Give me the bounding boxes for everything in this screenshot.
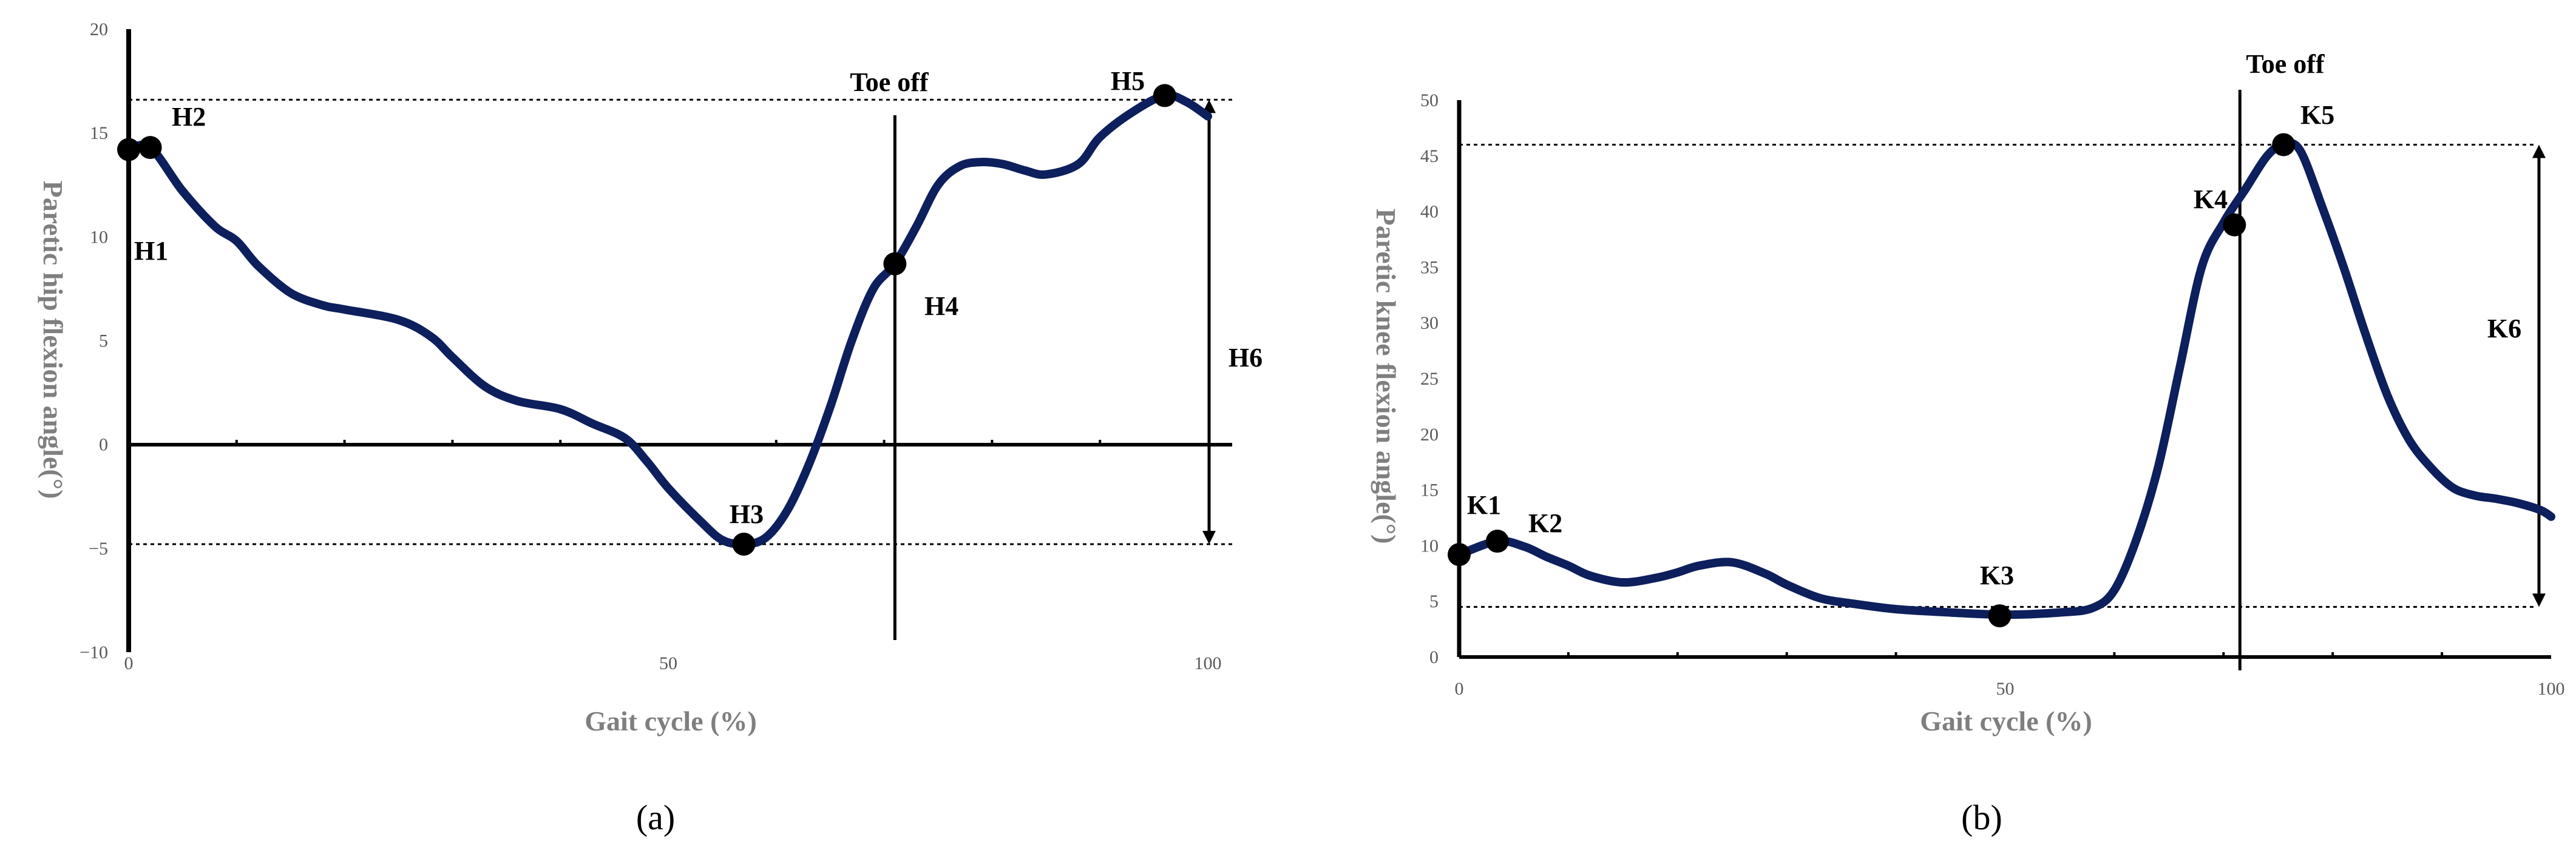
point-label-k3: K3 [1980, 561, 2014, 590]
x-axis-title: Gait cycle (%) [1920, 706, 2092, 736]
range-label-k6: K6 [2487, 314, 2521, 343]
point-label-h3: H3 [730, 499, 764, 529]
x-tick-label: 0 [124, 653, 134, 673]
y-tick-label: −5 [89, 539, 108, 559]
knee-flexion-chart: 0 50 100 0 5 10 15 20 25 30 35 40 45 50 Toe off K6 K… [1371, 49, 2565, 837]
y-tick-label: 0 [1429, 647, 1439, 667]
y-tick-label: 25 [1420, 369, 1439, 389]
hip-angle-series-line [124, 90, 1212, 549]
y-axis-title: Paretic knee flexion angle(°) [1371, 209, 1402, 544]
point-label-k1: K1 [1467, 490, 1501, 520]
point-label-h1: H1 [134, 236, 168, 266]
y-tick-label: 10 [90, 227, 108, 247]
y-tick-label: 5 [99, 331, 108, 351]
x-tick-label: 50 [1996, 679, 2015, 699]
point-label-k2: K2 [1528, 508, 1562, 538]
y-tick-label: 15 [90, 123, 108, 143]
key-point-k1 [1448, 543, 1471, 567]
y-tick-label: 15 [1420, 480, 1439, 500]
x-tick-label: 50 [659, 653, 677, 673]
point-label-h2: H2 [172, 102, 206, 132]
y-tick-label: 10 [1420, 536, 1439, 556]
key-point-h2 [138, 136, 162, 160]
x-tick-label: 100 [1195, 653, 1222, 673]
knee-angle-series-line [1455, 139, 2555, 619]
y-tick-label: 30 [1420, 313, 1439, 333]
y-tick-label: 5 [1429, 591, 1439, 612]
key-point-h3 [732, 532, 756, 556]
range-label-h6: H6 [1229, 343, 1263, 372]
point-label-h5: H5 [1111, 66, 1145, 96]
key-point-k4 [2223, 213, 2246, 237]
hip-flexion-chart: 0 50 100 −10 −5 0 5 10 15 20 Toe off H6 H1 H2 H3… [38, 19, 1263, 837]
panel-caption-b: (b) [1961, 798, 2002, 837]
key-point-h1 [117, 138, 140, 161]
y-tick-label: 50 [1420, 90, 1439, 110]
key-point-k5 [2272, 133, 2296, 157]
point-label-k4: K4 [2194, 184, 2228, 214]
range-arrow-head-up [2532, 144, 2546, 158]
range-arrow-head-down [2532, 593, 2546, 607]
y-tick-label: 20 [90, 19, 108, 39]
point-label-k5: K5 [2300, 100, 2334, 130]
y-tick-label: 0 [99, 435, 108, 455]
y-tick-label: 20 [1420, 425, 1439, 445]
key-point-k2 [1485, 530, 1509, 553]
point-label-h4: H4 [924, 291, 958, 321]
key-point-h5 [1153, 84, 1176, 107]
y-tick-label: 35 [1420, 257, 1439, 277]
y-tick-label: −10 [80, 642, 108, 662]
y-tick-label: 40 [1420, 202, 1439, 222]
x-tick-label: 0 [1455, 679, 1464, 699]
key-point-k3 [1988, 604, 2012, 628]
x-tick-label: 100 [2538, 679, 2565, 699]
y-axis-title: Paretic hip flexion angle(°) [38, 181, 69, 499]
toe-off-label: Toe off [2246, 49, 2325, 79]
panel-caption-a: (a) [636, 798, 675, 837]
y-tick-label: 45 [1420, 146, 1439, 166]
x-axis-title: Gait cycle (%) [585, 706, 757, 736]
range-arrow-head-down [1202, 530, 1216, 544]
key-point-h4 [883, 252, 907, 275]
toe-off-label: Toe off [850, 67, 929, 97]
